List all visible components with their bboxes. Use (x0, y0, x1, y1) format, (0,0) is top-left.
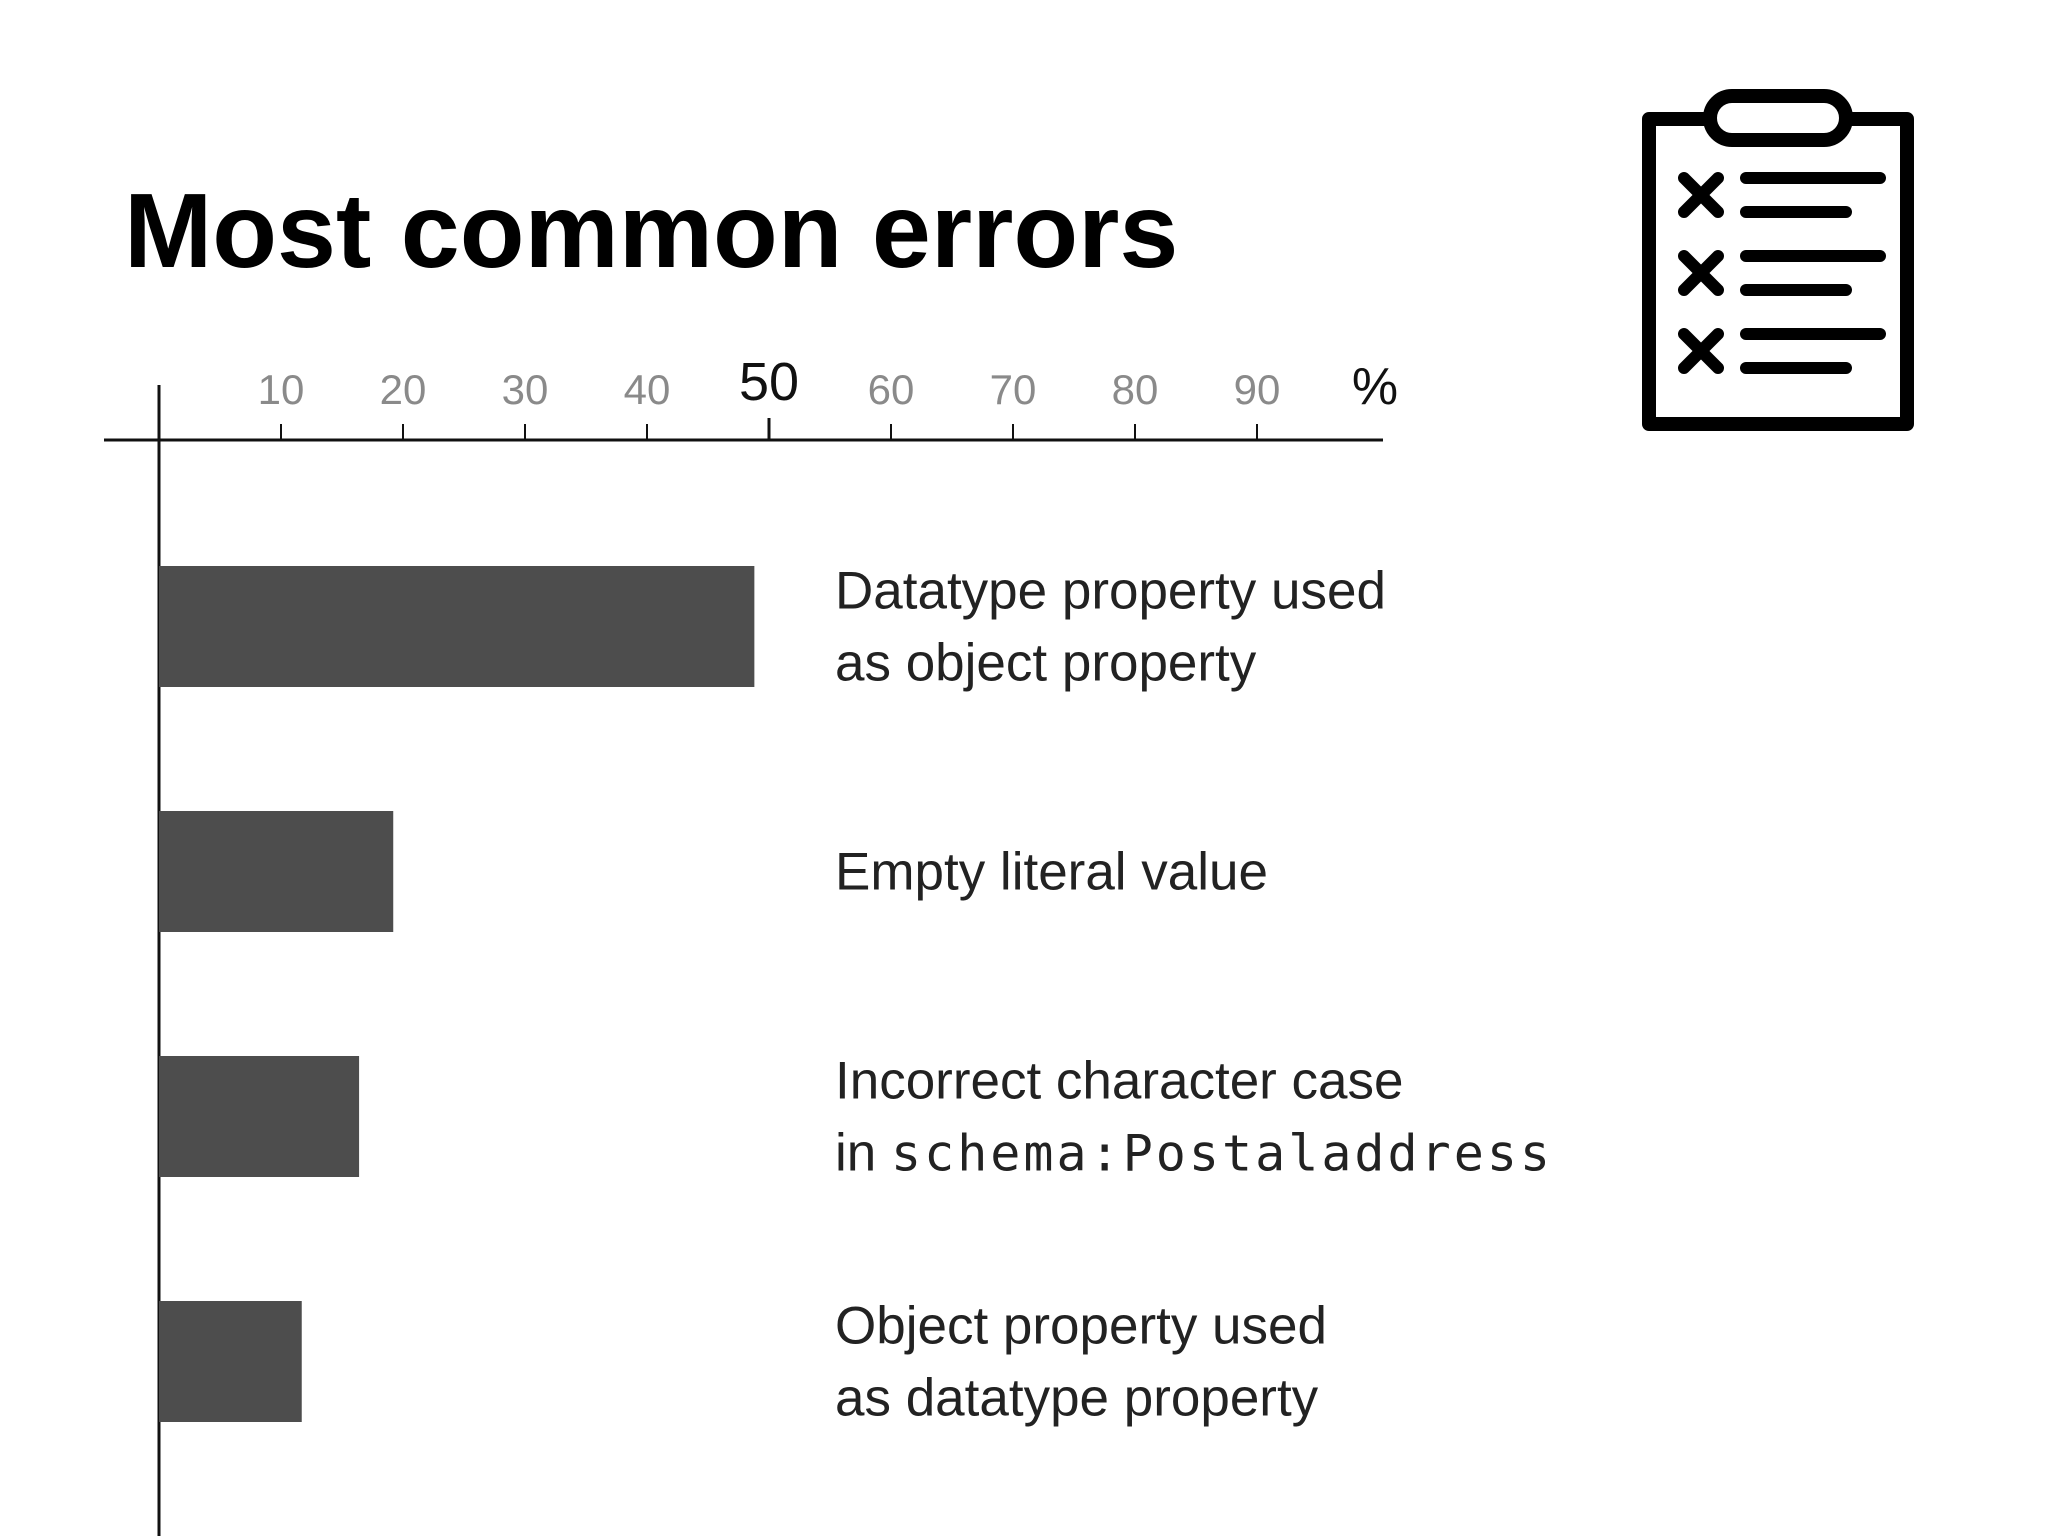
bar (159, 811, 394, 932)
bar (159, 1301, 302, 1422)
x-tick-label: 60 (868, 366, 915, 413)
x-tick-label: 50 (739, 352, 799, 412)
category-label: as object property (835, 634, 1257, 693)
page-title: Most common errors (124, 172, 1179, 290)
x-tick-label: 10 (258, 366, 305, 413)
x-tick-label: 40 (624, 366, 671, 413)
x-tick-label: 30 (502, 366, 549, 413)
bar (159, 566, 755, 687)
x-tick-label: 80 (1112, 366, 1159, 413)
category-label: Incorrect character case (835, 1052, 1404, 1111)
category-label: Datatype property used (835, 562, 1386, 621)
x-tick-label: 70 (990, 366, 1037, 413)
category-label: as datatype property (835, 1369, 1319, 1428)
x-unit-label: % (1352, 358, 1398, 416)
bar (159, 1056, 360, 1177)
category-label: Empty literal value (835, 843, 1268, 902)
clipboard-checklist-icon (1628, 72, 1928, 432)
x-tick-label: 20 (380, 366, 427, 413)
x-tick-label: 90 (1234, 366, 1281, 413)
category-label: in schema:Postaladdress (835, 1124, 1553, 1183)
category-label: Object property used (835, 1297, 1327, 1356)
